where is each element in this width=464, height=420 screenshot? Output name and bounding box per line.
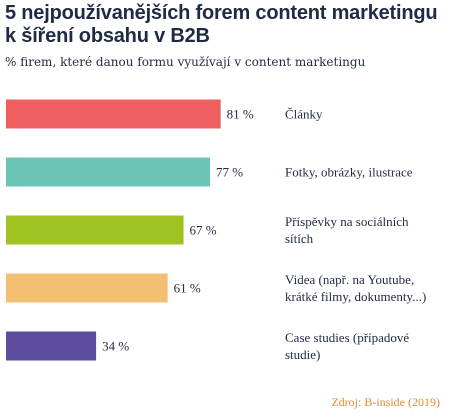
source-note: Zdroj: B-inside (2019): [331, 395, 440, 409]
chart-subtitle: % firem, které danou formu využívají v c…: [5, 55, 366, 69]
category-label-5: Case studies (případové studie): [285, 330, 409, 362]
bar-5: [6, 331, 97, 361]
value-label-1: 81 %: [227, 107, 254, 122]
category-label-2: Fotky, obrázky, ilustrace: [285, 165, 413, 180]
value-label-5: 34 %: [102, 339, 129, 354]
bar-1: [6, 99, 221, 129]
chart-title: 5 nejpoužívanějších forem content market…: [5, 2, 438, 47]
bar-3: [6, 215, 184, 245]
category-label-3: Příspěvky na sociálních sítích: [285, 214, 409, 246]
category-label-1: Články: [285, 107, 323, 122]
value-label-3: 67 %: [190, 223, 217, 238]
value-label-2: 77 %: [216, 165, 243, 180]
bar-4: [6, 273, 168, 303]
value-label-4: 61 %: [174, 281, 201, 296]
category-label-4: Videa (např. na Youtube, krátké filmy, do…: [285, 272, 426, 304]
bar-2: [6, 157, 211, 187]
